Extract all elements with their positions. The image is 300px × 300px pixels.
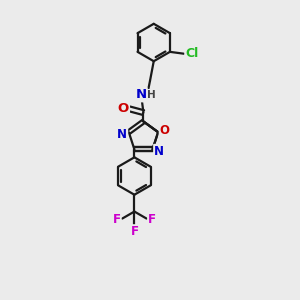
Text: O: O bbox=[160, 124, 170, 137]
Text: N: N bbox=[154, 145, 164, 158]
Text: O: O bbox=[118, 102, 129, 115]
Text: H: H bbox=[148, 90, 156, 100]
Text: F: F bbox=[130, 225, 138, 238]
Text: N: N bbox=[136, 88, 147, 101]
Text: F: F bbox=[148, 212, 156, 226]
Text: Cl: Cl bbox=[185, 47, 199, 60]
Text: N: N bbox=[117, 128, 127, 140]
Text: F: F bbox=[112, 212, 121, 226]
